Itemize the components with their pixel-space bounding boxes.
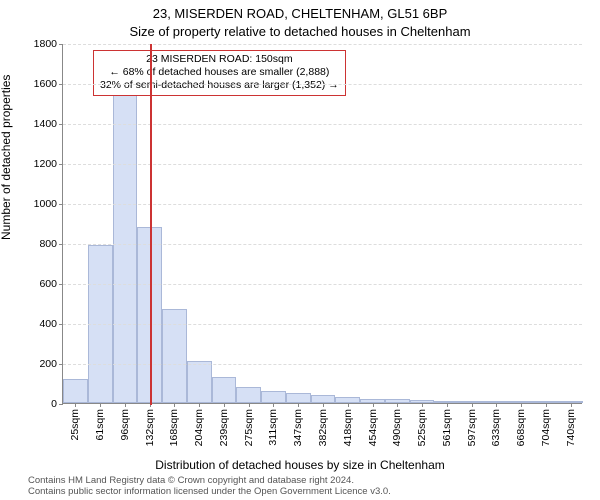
y-tick-label: 200 bbox=[39, 358, 63, 370]
histogram-bar bbox=[286, 393, 311, 403]
x-tick-mark bbox=[224, 403, 225, 407]
x-tick-mark bbox=[521, 403, 522, 407]
x-tick-mark bbox=[273, 403, 274, 407]
x-tick-label: 25sqm bbox=[69, 409, 81, 441]
x-tick-label: 204sqm bbox=[193, 409, 205, 446]
histogram-bar bbox=[113, 91, 138, 403]
grid-line bbox=[63, 84, 582, 85]
x-tick-mark bbox=[397, 403, 398, 407]
x-tick-mark bbox=[571, 403, 572, 407]
y-tick-label: 0 bbox=[51, 398, 63, 410]
x-tick-mark bbox=[323, 403, 324, 407]
grid-line bbox=[63, 324, 582, 325]
x-tick-mark bbox=[298, 403, 299, 407]
histogram-bar bbox=[261, 391, 286, 403]
x-tick-label: 454sqm bbox=[367, 409, 379, 446]
x-tick-mark bbox=[100, 403, 101, 407]
x-tick-label: 704sqm bbox=[540, 409, 552, 446]
x-tick-label: 96sqm bbox=[119, 409, 131, 441]
x-tick-mark bbox=[447, 403, 448, 407]
y-tick-label: 600 bbox=[39, 278, 63, 290]
annotation-line3: 32% of semi-detached houses are larger (… bbox=[100, 79, 339, 92]
histogram-bar bbox=[63, 379, 88, 403]
x-tick-mark bbox=[496, 403, 497, 407]
x-tick-mark bbox=[373, 403, 374, 407]
footer: Contains HM Land Registry data © Crown c… bbox=[0, 476, 600, 498]
x-tick-mark bbox=[199, 403, 200, 407]
x-tick-mark bbox=[546, 403, 547, 407]
grid-line bbox=[63, 204, 582, 205]
annotation-box: 23 MISERDEN ROAD: 150sqm ← 68% of detach… bbox=[93, 50, 346, 96]
page-title-line2: Size of property relative to detached ho… bbox=[0, 24, 600, 39]
x-tick-label: 740sqm bbox=[565, 409, 577, 446]
y-tick-label: 1400 bbox=[34, 118, 63, 130]
x-tick-label: 490sqm bbox=[391, 409, 403, 446]
x-axis-label: Distribution of detached houses by size … bbox=[0, 458, 600, 472]
x-tick-mark bbox=[249, 403, 250, 407]
x-tick-label: 633sqm bbox=[490, 409, 502, 446]
grid-line bbox=[63, 124, 582, 125]
x-tick-label: 311sqm bbox=[267, 409, 279, 446]
y-axis-label: Number of detached properties bbox=[0, 75, 13, 240]
property-marker-line bbox=[150, 44, 152, 405]
x-tick-mark bbox=[422, 403, 423, 407]
x-tick-label: 382sqm bbox=[317, 409, 329, 446]
y-tick-label: 400 bbox=[39, 318, 63, 330]
y-tick-label: 1600 bbox=[34, 78, 63, 90]
footer-line2: Contains public sector information licen… bbox=[28, 487, 600, 498]
x-tick-label: 61sqm bbox=[94, 409, 106, 441]
x-tick-label: 347sqm bbox=[292, 409, 304, 446]
histogram-bar bbox=[187, 361, 212, 403]
x-tick-label: 275sqm bbox=[243, 409, 255, 446]
x-tick-label: 561sqm bbox=[441, 409, 453, 446]
y-tick-label: 1000 bbox=[34, 198, 63, 210]
histogram-bar bbox=[212, 377, 237, 403]
x-tick-label: 239sqm bbox=[218, 409, 230, 446]
grid-line bbox=[63, 44, 582, 45]
grid-line bbox=[63, 164, 582, 165]
x-tick-label: 168sqm bbox=[168, 409, 180, 446]
x-tick-label: 418sqm bbox=[342, 409, 354, 446]
x-tick-mark bbox=[472, 403, 473, 407]
x-tick-mark bbox=[174, 403, 175, 407]
x-tick-label: 132sqm bbox=[144, 409, 156, 446]
page-title-line1: 23, MISERDEN ROAD, CHELTENHAM, GL51 6BP bbox=[0, 6, 600, 21]
x-tick-label: 525sqm bbox=[416, 409, 428, 446]
x-tick-mark bbox=[348, 403, 349, 407]
histogram-bar bbox=[311, 395, 336, 403]
y-tick-label: 800 bbox=[39, 238, 63, 250]
x-tick-mark bbox=[125, 403, 126, 407]
grid-line bbox=[63, 364, 582, 365]
y-tick-label: 1800 bbox=[34, 38, 63, 50]
histogram-bar bbox=[236, 387, 261, 403]
histogram-plot: 23 MISERDEN ROAD: 150sqm ← 68% of detach… bbox=[62, 44, 582, 404]
x-tick-label: 597sqm bbox=[466, 409, 478, 446]
y-tick-label: 1200 bbox=[34, 158, 63, 170]
grid-line bbox=[63, 284, 582, 285]
x-tick-mark bbox=[75, 403, 76, 407]
annotation-line2: ← 68% of detached houses are smaller (2,… bbox=[100, 66, 339, 79]
histogram-bars bbox=[63, 44, 582, 403]
annotation-line1: 23 MISERDEN ROAD: 150sqm bbox=[100, 53, 339, 66]
x-tick-label: 668sqm bbox=[515, 409, 527, 446]
grid-line bbox=[63, 244, 582, 245]
